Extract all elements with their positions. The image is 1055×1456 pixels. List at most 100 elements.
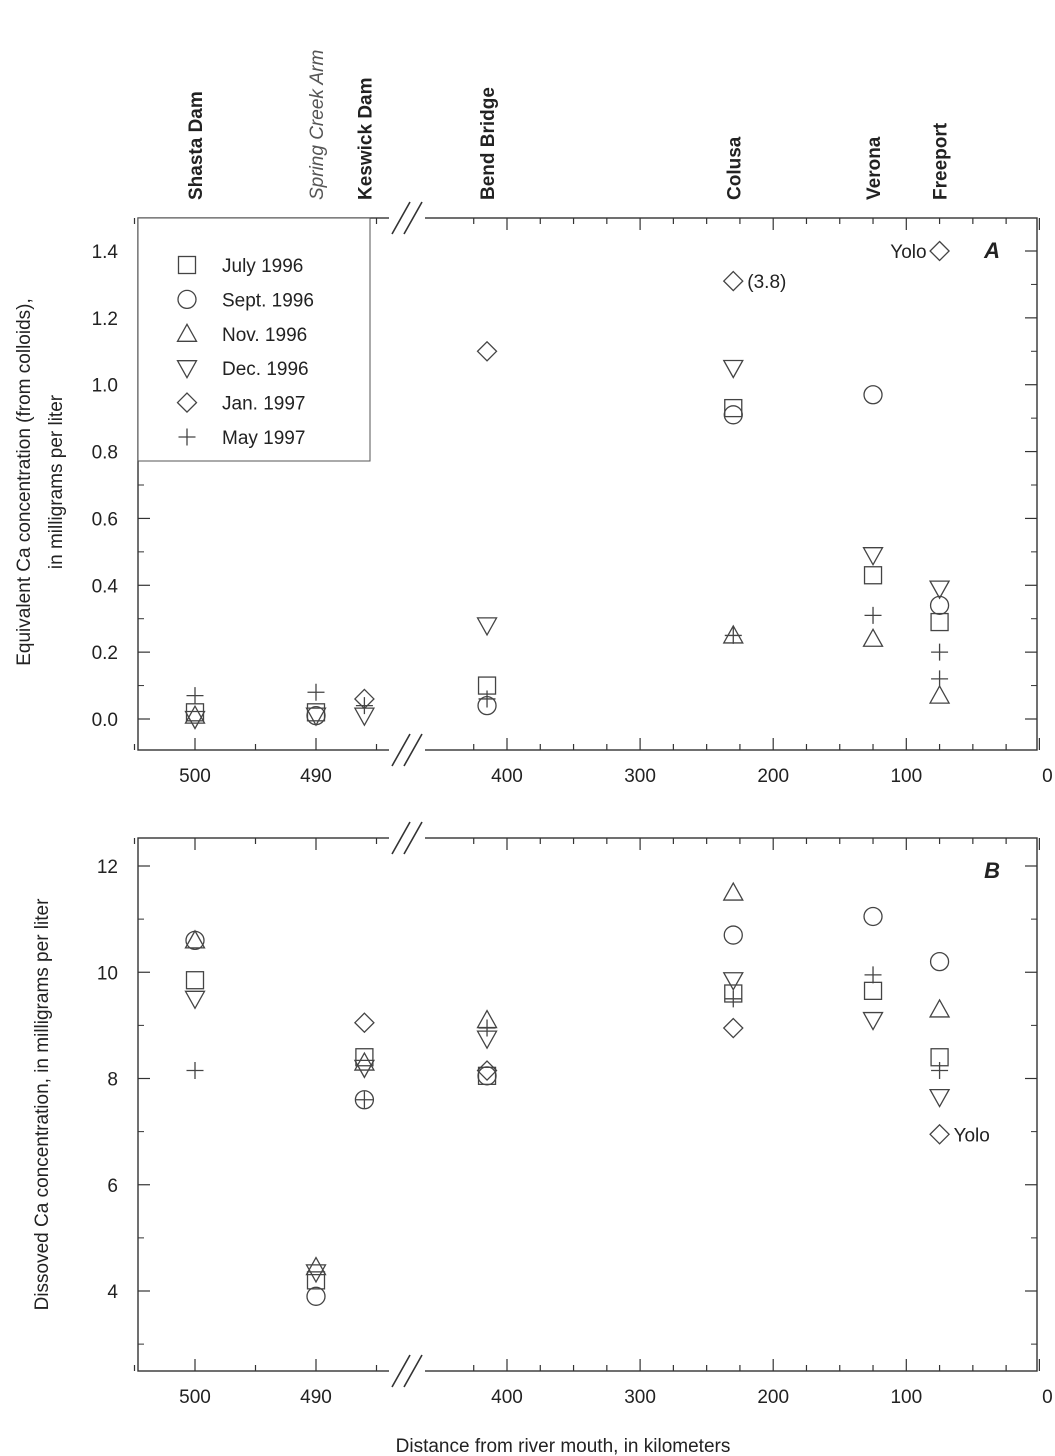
y-tick-label: 10 — [97, 963, 118, 984]
data-point — [305, 707, 327, 727]
data-point — [186, 1062, 204, 1080]
data-point — [930, 612, 949, 632]
data-point — [724, 398, 743, 418]
site-label: Colusa — [724, 136, 745, 200]
data-point — [862, 627, 884, 647]
legend-label: Nov. 1996 — [222, 325, 307, 346]
site-label: Verona — [864, 136, 885, 200]
data-point — [185, 930, 205, 951]
data-point — [724, 626, 742, 644]
data-point — [931, 1062, 949, 1080]
data-point — [928, 580, 951, 600]
legend-marker — [177, 289, 197, 310]
legend-marker — [178, 428, 196, 446]
data-point — [863, 906, 883, 927]
data-point — [929, 595, 950, 615]
legend-label: July 1996 — [222, 256, 303, 277]
site-labels: Shasta Dam Spring Creek Arm Keswick Dam Ben… — [186, 50, 952, 200]
y-tick-label: 0.2 — [92, 643, 118, 664]
axis-break-slash — [403, 201, 423, 235]
panel-a: 0.0 0.2 0.4 0.6 0.8 1.0 1.2 1.4 500 490 400 300 200 1… — [14, 201, 1053, 787]
legend-marker — [177, 255, 197, 275]
site-label: Freeport — [931, 122, 952, 200]
site-label: Keswick Dam — [355, 77, 376, 200]
data-point — [724, 990, 742, 1008]
data-point — [928, 998, 951, 1018]
data-point — [305, 1264, 327, 1284]
plot-frame — [137, 837, 1038, 1372]
data-point — [864, 606, 882, 624]
x-axis-title: Distance from river mouth, in kilometers — [396, 1436, 731, 1456]
data-point — [305, 1256, 327, 1276]
y-tick-label: 12 — [97, 857, 118, 878]
data-point — [306, 1271, 326, 1290]
axis-break-slash — [403, 821, 423, 855]
axis-break-gap — [389, 744, 425, 756]
y-tick-label: 0.0 — [92, 710, 118, 731]
x-tick-label: 100 — [890, 766, 922, 787]
legend-marker — [176, 360, 198, 380]
axis-break-gap — [389, 1365, 425, 1377]
data-point — [306, 706, 326, 726]
panel-letter: B — [984, 858, 1000, 883]
x-tick-label: 400 — [491, 766, 523, 787]
data-point — [928, 684, 951, 704]
data-point — [306, 1286, 326, 1306]
data-point — [186, 687, 204, 705]
y-axis-title: Dissoved Ca concentration, in milligrams… — [32, 898, 53, 1310]
data-point — [929, 240, 950, 262]
annotation-label: Yolo — [954, 1125, 990, 1146]
data-point — [862, 1011, 884, 1031]
data-point — [476, 617, 498, 637]
data-point — [863, 981, 883, 1000]
y-axis-title: Equivalent Ca concentration (from colloi… — [14, 298, 35, 666]
x-tick-label: 200 — [757, 1387, 789, 1408]
data-point — [931, 670, 949, 688]
legend-label: May 1997 — [222, 428, 305, 449]
data-point — [863, 385, 883, 405]
data-point — [353, 1051, 376, 1071]
axis-break-slash — [403, 733, 423, 767]
data-point — [184, 929, 206, 949]
data-point — [722, 1017, 744, 1039]
legend: July 1996 Sept. 1996 Nov. 1996 Dec. 1996 Jan… — [137, 217, 371, 462]
y-tick-label: 4 — [107, 1282, 118, 1303]
axis-break-slash — [391, 201, 411, 235]
data-point — [928, 1088, 951, 1108]
y-tick-label: 0.8 — [92, 443, 118, 464]
data-point — [307, 683, 325, 701]
legend-label: Dec. 1996 — [222, 359, 309, 380]
data-point — [931, 643, 949, 661]
legend-label: Sept. 1996 — [222, 290, 314, 311]
y-tick-label: 1.2 — [92, 309, 118, 330]
panel-b: 4 6 8 10 12 500 490 400 300 200 100 0 Dissoved Ca co… — [32, 821, 1053, 1456]
y-tick-label: 6 — [107, 1176, 118, 1197]
data-point — [862, 547, 884, 567]
axis-break-slash — [391, 1354, 411, 1388]
x-tick-label: 490 — [300, 766, 332, 787]
axis-break-gap — [389, 212, 425, 224]
panel-letter: A — [983, 238, 1000, 263]
data-point — [476, 340, 498, 362]
y-tick-label: 1.0 — [92, 376, 118, 397]
y-axis-title: in milligrams per liter — [46, 394, 67, 569]
data-point — [864, 966, 882, 984]
x-tick-label: 100 — [890, 1387, 922, 1408]
data-point — [184, 710, 206, 730]
data-point — [184, 990, 206, 1010]
data-point — [184, 704, 206, 724]
plot-frame — [137, 217, 1038, 751]
data-point — [722, 270, 744, 292]
data-point — [722, 881, 744, 901]
y-tick-label: 0.6 — [92, 509, 118, 530]
x-tick-label: 490 — [300, 1387, 332, 1408]
legend-box — [137, 217, 371, 462]
data-point — [477, 1066, 497, 1086]
y-tick-label: 8 — [107, 1070, 118, 1091]
x-tick-label: 0 — [1042, 766, 1053, 787]
data-point — [863, 566, 883, 585]
x-tick-label: 300 — [624, 766, 656, 787]
data-point — [185, 971, 205, 990]
data-point — [353, 1059, 376, 1079]
